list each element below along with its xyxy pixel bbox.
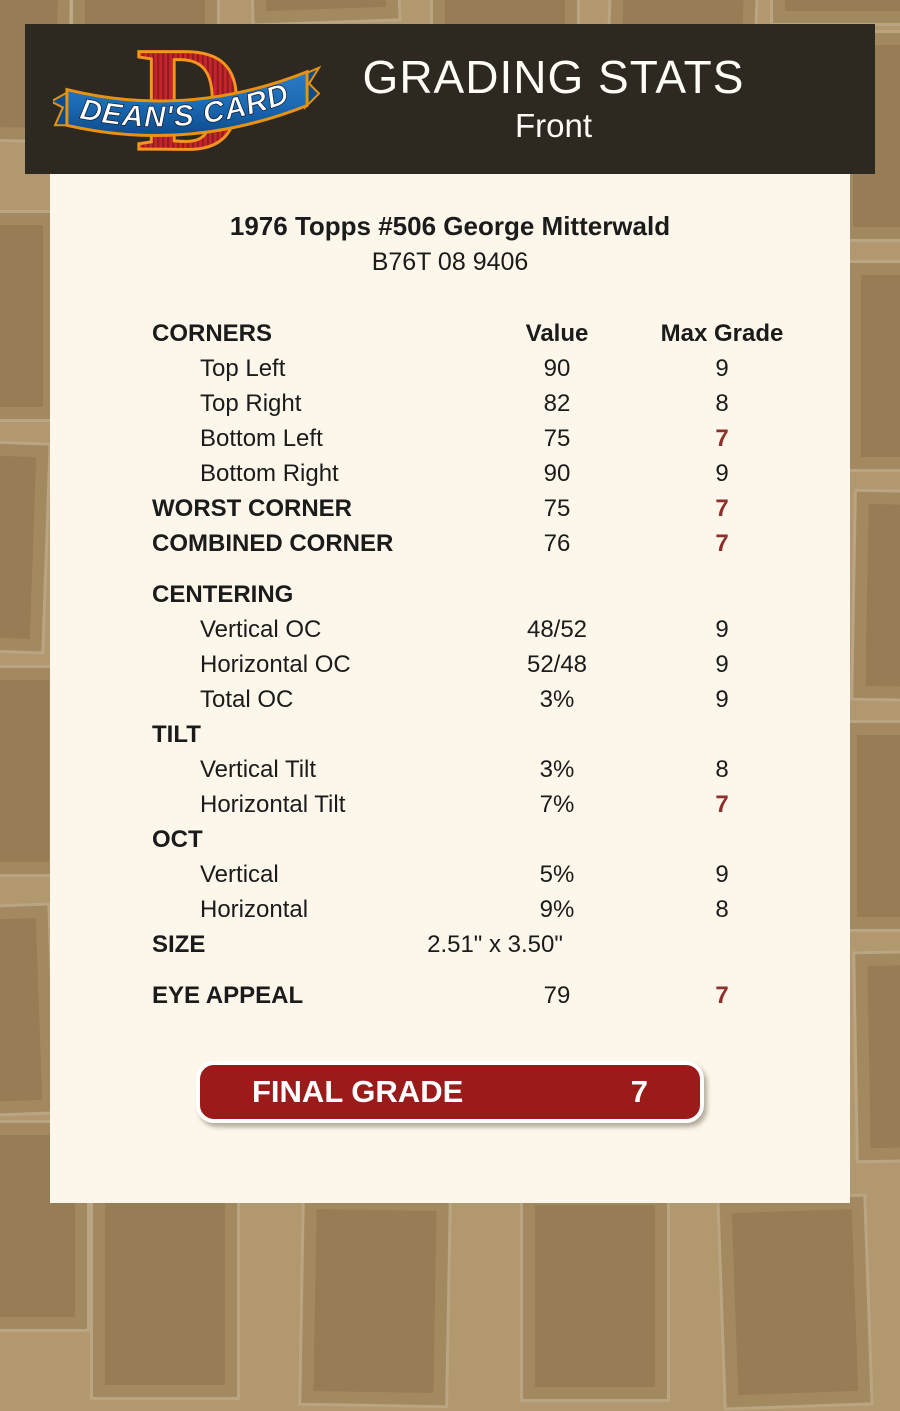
row-label: Bottom Right (200, 459, 339, 487)
table-row: Top Right 82 8 (152, 386, 812, 421)
row-value: 3% (539, 685, 575, 713)
row-value: 52/48 (526, 650, 588, 678)
background-card-thumbnail (0, 437, 52, 655)
row-max-grade: 9 (715, 615, 729, 643)
section-header-tilt: TILT (152, 720, 201, 748)
row-max-grade: 7 (715, 494, 729, 522)
row-value: 79 (543, 981, 571, 1009)
row-max-grade: 9 (715, 685, 729, 713)
background-card-thumbnail (90, 1188, 240, 1400)
table-row: Horizontal 9% 8 (152, 892, 812, 927)
table-row: SIZE 2.51" x 3.50" (152, 927, 812, 962)
deans-cards-logo: D DEAN'S CARDS (42, 6, 322, 184)
background-card-thumbnail (850, 488, 900, 704)
page-subtitle: Front (514, 107, 593, 144)
row-label: Horizontal OC (200, 650, 351, 678)
row-value: 9% (539, 895, 575, 923)
row-value: 82 (543, 389, 571, 417)
row-label: Bottom Left (200, 424, 323, 452)
background-card-thumbnail (298, 1193, 452, 1409)
column-header-max-grade: Max Grade (660, 319, 784, 347)
row-value: 7% (539, 790, 575, 818)
row-label: Vertical OC (200, 615, 322, 643)
background-card-thumbnail (520, 1190, 670, 1402)
column-header-value: Value (525, 319, 589, 347)
row-value: 5% (539, 860, 575, 888)
grading-stats-table: CORNERS Value Max Grade Top Left 90 9 To… (152, 316, 812, 1013)
row-max-grade: 7 (715, 529, 729, 557)
row-label: Vertical Tilt (200, 755, 317, 783)
header-titles: GRADING STATS Front (310, 24, 797, 174)
row-label: COMBINED CORNER (152, 529, 394, 557)
background-card-thumbnail (852, 948, 900, 1164)
row-max-grade: 9 (715, 860, 729, 888)
table-row: Top Left 90 9 (152, 351, 812, 386)
table-row: Total OC 3% 9 (152, 682, 812, 717)
table-section-row: TILT (152, 717, 812, 752)
final-grade-label: FINAL GRADE (252, 1074, 464, 1109)
row-label: Horizontal (200, 895, 309, 923)
section-header-corners: CORNERS (152, 319, 273, 347)
card-serial-number: B76T 08 9406 (371, 248, 529, 276)
table-row: COMBINED CORNER 76 7 (152, 526, 812, 561)
table-row: Vertical OC 48/52 9 (152, 612, 812, 647)
row-max-grade: 8 (715, 755, 729, 783)
section-header-eye-appeal: EYE APPEAL (152, 981, 304, 1009)
table-row: Horizontal OC 52/48 9 (152, 647, 812, 682)
row-value: 3% (539, 755, 575, 783)
row-max-grade: 9 (715, 459, 729, 487)
row-value: 90 (543, 354, 571, 382)
size-value: 2.51" x 3.50" (427, 930, 563, 958)
table-row: Bottom Right 90 9 (152, 456, 812, 491)
table-header-row: CORNERS Value Max Grade (152, 316, 812, 351)
background-card-thumbnail (846, 260, 900, 472)
background-card-thumbnail (0, 902, 58, 1120)
row-max-grade: 7 (715, 424, 729, 452)
page-title: GRADING STATS (362, 51, 745, 103)
table-row: WORST CORNER 75 7 (152, 491, 812, 526)
row-max-grade: 7 (715, 790, 729, 818)
table-section-row: OCT (152, 822, 812, 857)
table-row: Horizontal Tilt 7% 7 (152, 787, 812, 822)
row-max-grade: 8 (715, 895, 729, 923)
table-row: Vertical 5% 9 (152, 857, 812, 892)
grading-report-card: 1976 Topps #506 George Mitterwald B76T 0… (50, 174, 850, 1203)
background-card-thumbnail (842, 720, 900, 932)
row-label: Vertical (200, 860, 279, 888)
row-max-grade: 7 (715, 981, 729, 1009)
header-bar: D DEAN'S CARDS GRADING STATS Front (25, 6, 875, 184)
background-card-thumbnail (0, 210, 58, 422)
row-max-grade: 9 (715, 650, 729, 678)
row-value: 90 (543, 459, 571, 487)
row-value: 48/52 (526, 615, 588, 643)
section-header-oct: OCT (152, 825, 203, 853)
row-max-grade: 8 (715, 389, 729, 417)
table-row: EYE APPEAL 79 7 (152, 978, 812, 1013)
row-value: 75 (543, 424, 571, 452)
background-card-thumbnail (770, 0, 900, 26)
row-label: WORST CORNER (152, 494, 352, 522)
card-title: 1976 Topps #506 George Mitterwald (229, 211, 671, 241)
row-value: 75 (543, 494, 571, 522)
background-card-thumbnail (244, 0, 402, 27)
final-grade-button[interactable]: FINAL GRADE 7 (196, 1061, 704, 1123)
row-label: Top Right (200, 389, 302, 417)
row-label: Horizontal Tilt (200, 790, 346, 818)
row-max-grade: 9 (715, 354, 729, 382)
row-label: Top Left (200, 354, 286, 382)
table-row: Bottom Left 75 7 (152, 421, 812, 456)
row-value: 76 (543, 529, 571, 557)
background-card-thumbnail (716, 1193, 874, 1411)
deans-cards-logo-graphic: D DEAN'S CARDS (42, 6, 322, 184)
table-section-row: CENTERING (152, 577, 812, 612)
row-label: Total OC (200, 685, 294, 713)
table-row: Vertical Tilt 3% 8 (152, 752, 812, 787)
section-header-centering: CENTERING (152, 580, 294, 608)
section-header-size: SIZE (152, 930, 206, 958)
final-grade-value: 7 (630, 1074, 648, 1109)
